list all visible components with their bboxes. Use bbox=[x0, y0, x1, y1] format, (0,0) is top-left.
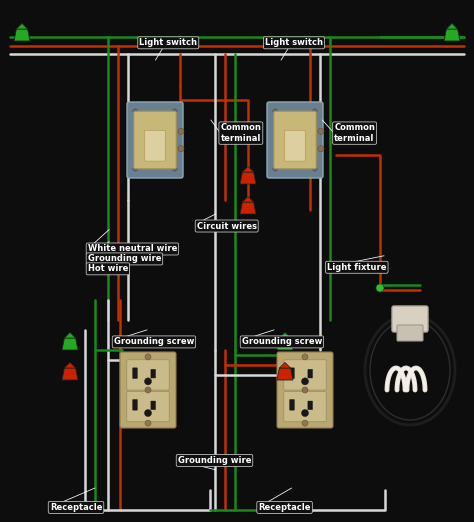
FancyBboxPatch shape bbox=[127, 392, 169, 422]
Circle shape bbox=[178, 146, 184, 151]
Circle shape bbox=[301, 410, 309, 417]
Polygon shape bbox=[62, 338, 78, 350]
Text: Hot wire: Hot wire bbox=[88, 264, 128, 274]
FancyBboxPatch shape bbox=[133, 368, 137, 378]
Polygon shape bbox=[14, 29, 30, 41]
Polygon shape bbox=[64, 333, 75, 338]
Polygon shape bbox=[242, 196, 254, 202]
Circle shape bbox=[132, 165, 139, 172]
Text: Light fixture: Light fixture bbox=[327, 263, 387, 272]
Circle shape bbox=[301, 378, 309, 385]
Circle shape bbox=[132, 108, 139, 115]
Text: Receptacle: Receptacle bbox=[258, 503, 311, 512]
Polygon shape bbox=[240, 202, 256, 214]
FancyBboxPatch shape bbox=[290, 399, 294, 410]
FancyBboxPatch shape bbox=[308, 401, 312, 410]
Text: Grounding screw: Grounding screw bbox=[114, 337, 194, 347]
Text: Grounding wire: Grounding wire bbox=[178, 456, 251, 465]
Text: Common
terminal: Common terminal bbox=[334, 123, 375, 143]
Polygon shape bbox=[240, 172, 256, 184]
Polygon shape bbox=[17, 23, 27, 29]
Text: Circuit wires: Circuit wires bbox=[197, 221, 257, 231]
Circle shape bbox=[318, 146, 324, 151]
Polygon shape bbox=[279, 333, 291, 338]
FancyBboxPatch shape bbox=[274, 111, 316, 169]
FancyBboxPatch shape bbox=[284, 392, 326, 422]
FancyBboxPatch shape bbox=[392, 306, 428, 332]
Circle shape bbox=[272, 108, 279, 115]
Circle shape bbox=[145, 410, 152, 417]
Circle shape bbox=[302, 420, 308, 426]
Polygon shape bbox=[447, 23, 457, 29]
Polygon shape bbox=[242, 167, 254, 172]
FancyBboxPatch shape bbox=[284, 360, 326, 390]
Polygon shape bbox=[64, 362, 75, 368]
FancyBboxPatch shape bbox=[127, 102, 183, 178]
Polygon shape bbox=[279, 362, 291, 368]
Text: White neutral wire: White neutral wire bbox=[88, 244, 177, 254]
FancyBboxPatch shape bbox=[308, 370, 312, 378]
Circle shape bbox=[311, 165, 318, 172]
Circle shape bbox=[318, 128, 324, 134]
Text: Receptacle: Receptacle bbox=[50, 503, 102, 512]
FancyBboxPatch shape bbox=[151, 401, 155, 410]
Text: Grounding screw: Grounding screw bbox=[242, 337, 322, 347]
FancyBboxPatch shape bbox=[133, 399, 137, 410]
Circle shape bbox=[171, 165, 178, 172]
Text: Grounding wire: Grounding wire bbox=[88, 254, 161, 264]
FancyBboxPatch shape bbox=[134, 111, 176, 169]
Circle shape bbox=[145, 420, 151, 426]
Circle shape bbox=[145, 378, 152, 385]
FancyBboxPatch shape bbox=[145, 130, 165, 161]
FancyBboxPatch shape bbox=[290, 368, 294, 378]
FancyBboxPatch shape bbox=[285, 130, 305, 161]
Circle shape bbox=[311, 108, 318, 115]
Polygon shape bbox=[277, 338, 293, 350]
Circle shape bbox=[302, 354, 308, 360]
FancyBboxPatch shape bbox=[277, 352, 333, 428]
Text: Light switch: Light switch bbox=[139, 38, 197, 48]
Circle shape bbox=[145, 354, 151, 360]
Text: Light switch: Light switch bbox=[265, 38, 323, 48]
Circle shape bbox=[178, 128, 184, 134]
FancyBboxPatch shape bbox=[397, 325, 423, 341]
Circle shape bbox=[145, 387, 151, 393]
Circle shape bbox=[171, 108, 178, 115]
Polygon shape bbox=[277, 368, 293, 380]
FancyBboxPatch shape bbox=[267, 102, 323, 178]
FancyBboxPatch shape bbox=[151, 370, 155, 378]
FancyBboxPatch shape bbox=[127, 360, 169, 390]
Polygon shape bbox=[62, 368, 78, 380]
FancyBboxPatch shape bbox=[120, 352, 176, 428]
Circle shape bbox=[272, 165, 279, 172]
Circle shape bbox=[376, 284, 384, 292]
Circle shape bbox=[302, 387, 308, 393]
Text: Common
terminal: Common terminal bbox=[220, 123, 261, 143]
Polygon shape bbox=[444, 29, 460, 41]
